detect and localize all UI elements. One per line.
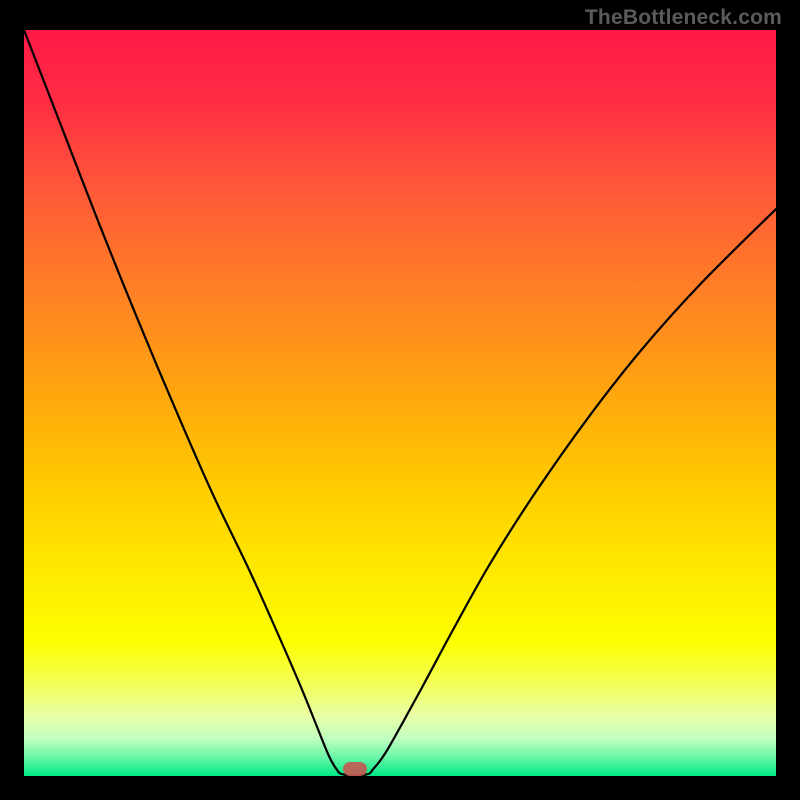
chart-frame: TheBottleneck.com	[0, 0, 800, 800]
plot-area	[24, 30, 776, 776]
watermark-text: TheBottleneck.com	[585, 6, 782, 30]
bottleneck-curve	[24, 30, 776, 776]
curve-path	[24, 30, 776, 775]
optimal-point-marker	[343, 762, 367, 776]
